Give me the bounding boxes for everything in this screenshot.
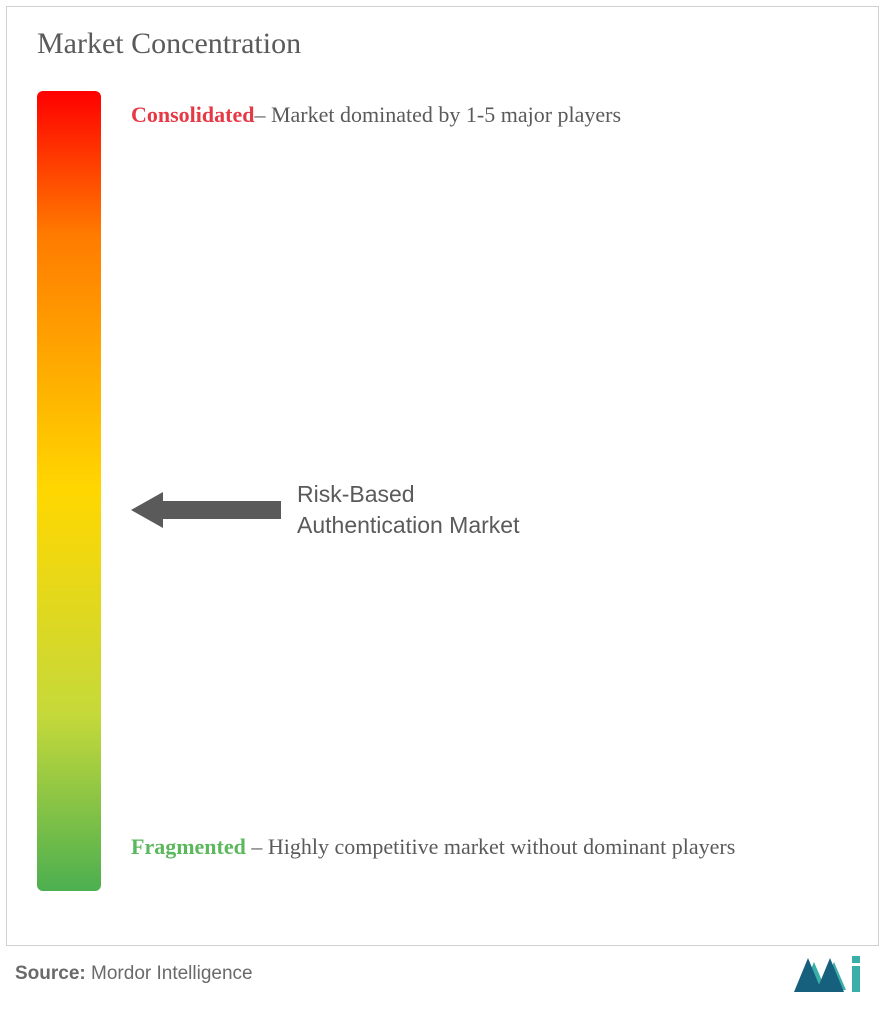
fragmented-highlight: Fragmented	[131, 834, 246, 859]
marker-line2: Authentication Market	[297, 512, 519, 538]
marker-section: Risk-Based Authentication Market	[131, 479, 519, 541]
marker-line1: Risk-Based	[297, 481, 415, 507]
consolidated-highlight: Consolidated	[131, 102, 254, 127]
fragmented-label: Fragmented – Highly competitive market w…	[131, 823, 735, 871]
content-row: Consolidated– Market dominated by 1-5 ma…	[37, 91, 848, 891]
page-title: Market Concentration	[37, 27, 848, 61]
consolidated-label: Consolidated– Market dominated by 1-5 ma…	[131, 91, 621, 139]
concentration-gradient-bar	[37, 91, 101, 891]
main-card: Market Concentration Consolidated– Marke…	[6, 6, 879, 946]
consolidated-text: – Market dominated by 1-5 major players	[254, 102, 621, 127]
labels-column: Consolidated– Market dominated by 1-5 ma…	[131, 91, 848, 891]
mi-logo	[790, 952, 870, 996]
source-label: Source:	[15, 963, 86, 984]
source-text: Source: Mordor Intelligence	[15, 963, 253, 985]
mi-logo-icon	[790, 952, 870, 996]
marker-label: Risk-Based Authentication Market	[297, 479, 519, 541]
source-name: Mordor Intelligence	[86, 963, 253, 984]
arrow-left-icon	[131, 488, 281, 532]
footer-bar: Source: Mordor Intelligence	[15, 952, 870, 996]
fragmented-text: – Highly competitive market without domi…	[246, 834, 735, 859]
